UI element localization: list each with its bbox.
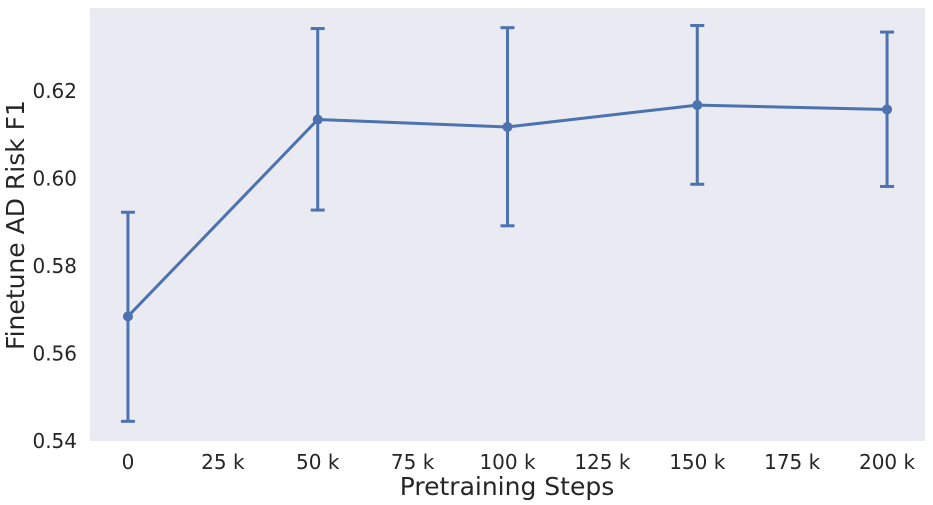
y-axis-label: Finetune AD Risk F1 [1, 100, 30, 350]
x-axis-ticks: 0 25 k 50 k 75 k 100 k 125 k 150 k 175 k 200 k [122, 450, 916, 474]
x-tick-label: 125 k [574, 450, 631, 474]
y-tick-label: 0.62 [32, 79, 77, 103]
data-point [312, 114, 323, 125]
x-tick-label: 150 k [669, 450, 726, 474]
x-axis-label: Pretraining Steps [400, 472, 615, 501]
data-point [692, 100, 703, 111]
x-tick-label: 25 k [201, 450, 245, 474]
y-tick-label: 0.54 [32, 429, 77, 453]
x-tick-label: 175 k [764, 450, 821, 474]
y-tick-label: 0.60 [32, 167, 77, 191]
x-tick-label: 75 k [391, 450, 435, 474]
x-tick-label: 100 k [479, 450, 536, 474]
data-points [122, 100, 893, 322]
x-tick-label: 200 k [859, 450, 916, 474]
data-point [882, 104, 893, 115]
data-point [122, 311, 133, 322]
y-axis-ticks: 0.54 0.56 0.58 0.60 0.62 [32, 79, 77, 453]
x-tick-label: 50 k [296, 450, 340, 474]
y-tick-label: 0.56 [32, 342, 77, 366]
data-point [502, 121, 513, 132]
x-tick-label: 0 [122, 450, 135, 474]
y-tick-label: 0.58 [32, 254, 77, 278]
